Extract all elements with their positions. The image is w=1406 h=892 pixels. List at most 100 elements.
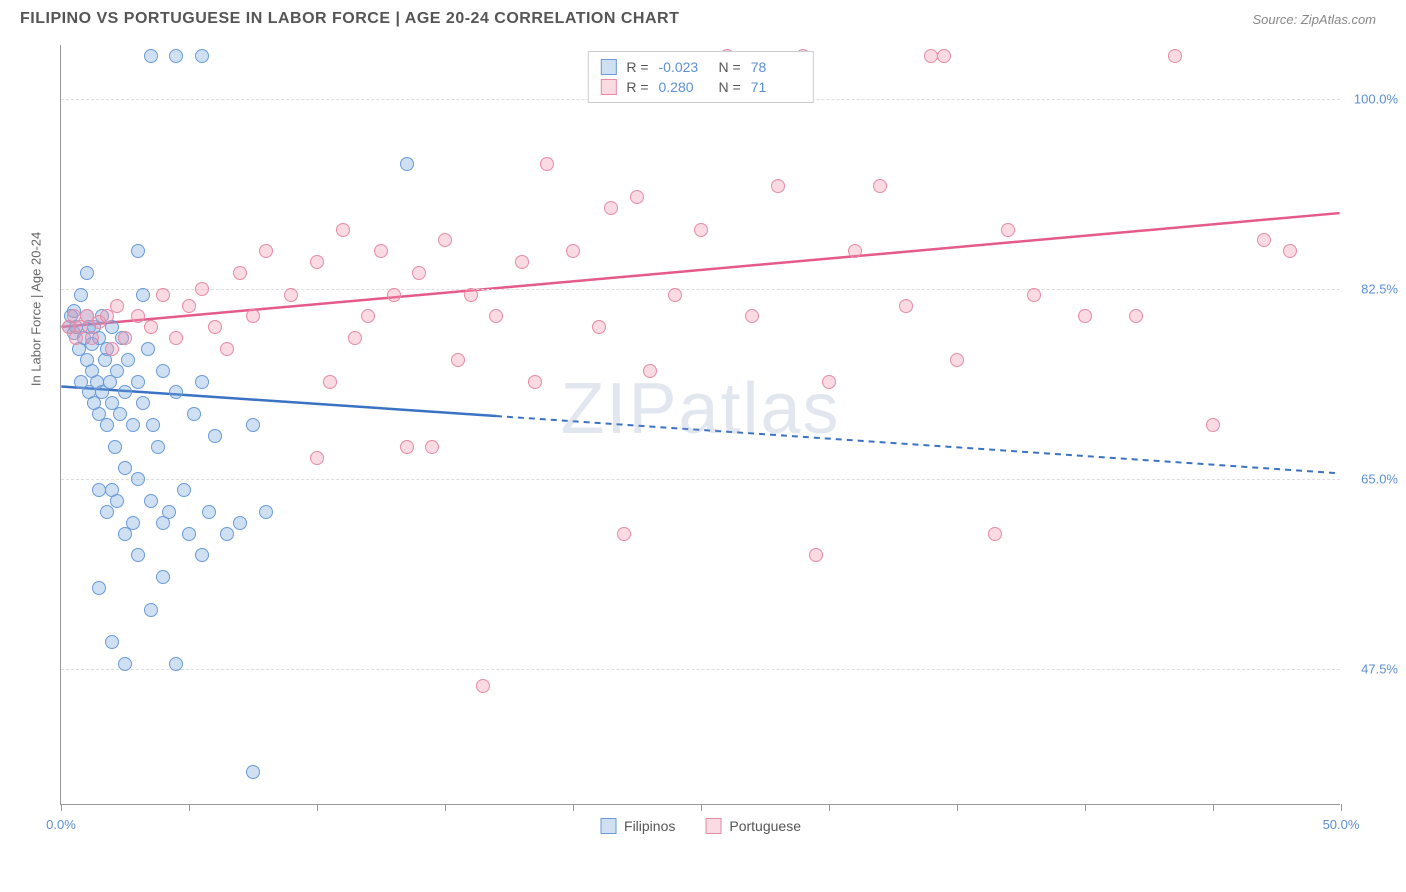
data-point (80, 266, 94, 280)
data-point (182, 527, 196, 541)
legend-item: Filipinos (600, 818, 675, 834)
gridline (61, 289, 1340, 290)
data-point (348, 331, 362, 345)
data-point (131, 375, 145, 389)
legend-r-label: R = (626, 59, 648, 75)
data-point (113, 407, 127, 421)
data-point (259, 244, 273, 258)
data-point (208, 429, 222, 443)
data-point (100, 309, 114, 323)
data-point (489, 309, 503, 323)
data-point (220, 342, 234, 356)
data-point (873, 179, 887, 193)
chart-source: Source: ZipAtlas.com (1252, 12, 1376, 27)
data-point (1129, 309, 1143, 323)
data-point (246, 309, 260, 323)
data-point (451, 353, 465, 367)
legend-n-value: 78 (751, 59, 801, 75)
data-point (131, 548, 145, 562)
data-point (1027, 288, 1041, 302)
data-point (121, 353, 135, 367)
chart-title: FILIPINO VS PORTUGUESE IN LABOR FORCE | … (20, 10, 679, 28)
data-point (202, 505, 216, 519)
data-point (630, 190, 644, 204)
data-point (412, 266, 426, 280)
x-tick (189, 804, 190, 811)
data-point (126, 418, 140, 432)
y-tick-label: 65.0% (1361, 472, 1398, 487)
data-point (604, 201, 618, 215)
data-point (208, 320, 222, 334)
data-point (515, 255, 529, 269)
data-point (668, 288, 682, 302)
legend-row: R =0.280N =71 (600, 77, 800, 97)
legend-swatch (600, 59, 616, 75)
data-point (464, 288, 478, 302)
data-point (1078, 309, 1092, 323)
data-point (169, 49, 183, 63)
legend-item: Portuguese (705, 818, 801, 834)
data-point (169, 657, 183, 671)
data-point (146, 418, 160, 432)
data-point (336, 223, 350, 237)
data-point (361, 309, 375, 323)
x-tick (1085, 804, 1086, 811)
data-point (233, 516, 247, 530)
data-point (848, 244, 862, 258)
data-point (108, 440, 122, 454)
data-point (988, 527, 1002, 541)
data-point (1001, 223, 1015, 237)
data-point (92, 483, 106, 497)
data-point (156, 570, 170, 584)
data-point (540, 157, 554, 171)
data-point (156, 288, 170, 302)
x-tick-label: 0.0% (46, 817, 76, 832)
data-point (118, 657, 132, 671)
y-axis-title: In Labor Force | Age 20-24 (29, 231, 44, 385)
data-point (899, 299, 913, 313)
legend-n-label: N = (719, 59, 741, 75)
legend-swatch (600, 79, 616, 95)
data-point (246, 418, 260, 432)
legend-n-value: 71 (751, 79, 801, 95)
data-point (92, 581, 106, 595)
x-tick (957, 804, 958, 811)
data-point (745, 309, 759, 323)
data-point (400, 440, 414, 454)
data-point (425, 440, 439, 454)
data-point (400, 157, 414, 171)
data-point (195, 548, 209, 562)
data-point (105, 342, 119, 356)
chart-header: FILIPINO VS PORTUGUESE IN LABOR FORCE | … (0, 0, 1406, 40)
data-point (110, 299, 124, 313)
data-point (136, 396, 150, 410)
data-point (131, 244, 145, 258)
data-point (643, 364, 657, 378)
data-point (131, 309, 145, 323)
x-tick (1341, 804, 1342, 811)
data-point (246, 765, 260, 779)
correlation-legend: R =-0.023N =78R =0.280N =71 (587, 51, 813, 103)
data-point (694, 223, 708, 237)
data-point (284, 288, 298, 302)
data-point (131, 472, 145, 486)
data-point (438, 233, 452, 247)
x-tick (701, 804, 702, 811)
y-tick-label: 82.5% (1361, 282, 1398, 297)
data-point (144, 494, 158, 508)
data-point (118, 331, 132, 345)
data-point (100, 418, 114, 432)
legend-label: Filipinos (624, 818, 675, 834)
data-point (1283, 244, 1297, 258)
data-point (187, 407, 201, 421)
x-tick (573, 804, 574, 811)
data-point (195, 375, 209, 389)
data-point (126, 516, 140, 530)
data-point (528, 375, 542, 389)
data-point (323, 375, 337, 389)
data-point (110, 494, 124, 508)
y-tick-label: 100.0% (1354, 92, 1398, 107)
data-point (144, 603, 158, 617)
legend-n-label: N = (719, 79, 741, 95)
x-tick-label: 50.0% (1323, 817, 1360, 832)
